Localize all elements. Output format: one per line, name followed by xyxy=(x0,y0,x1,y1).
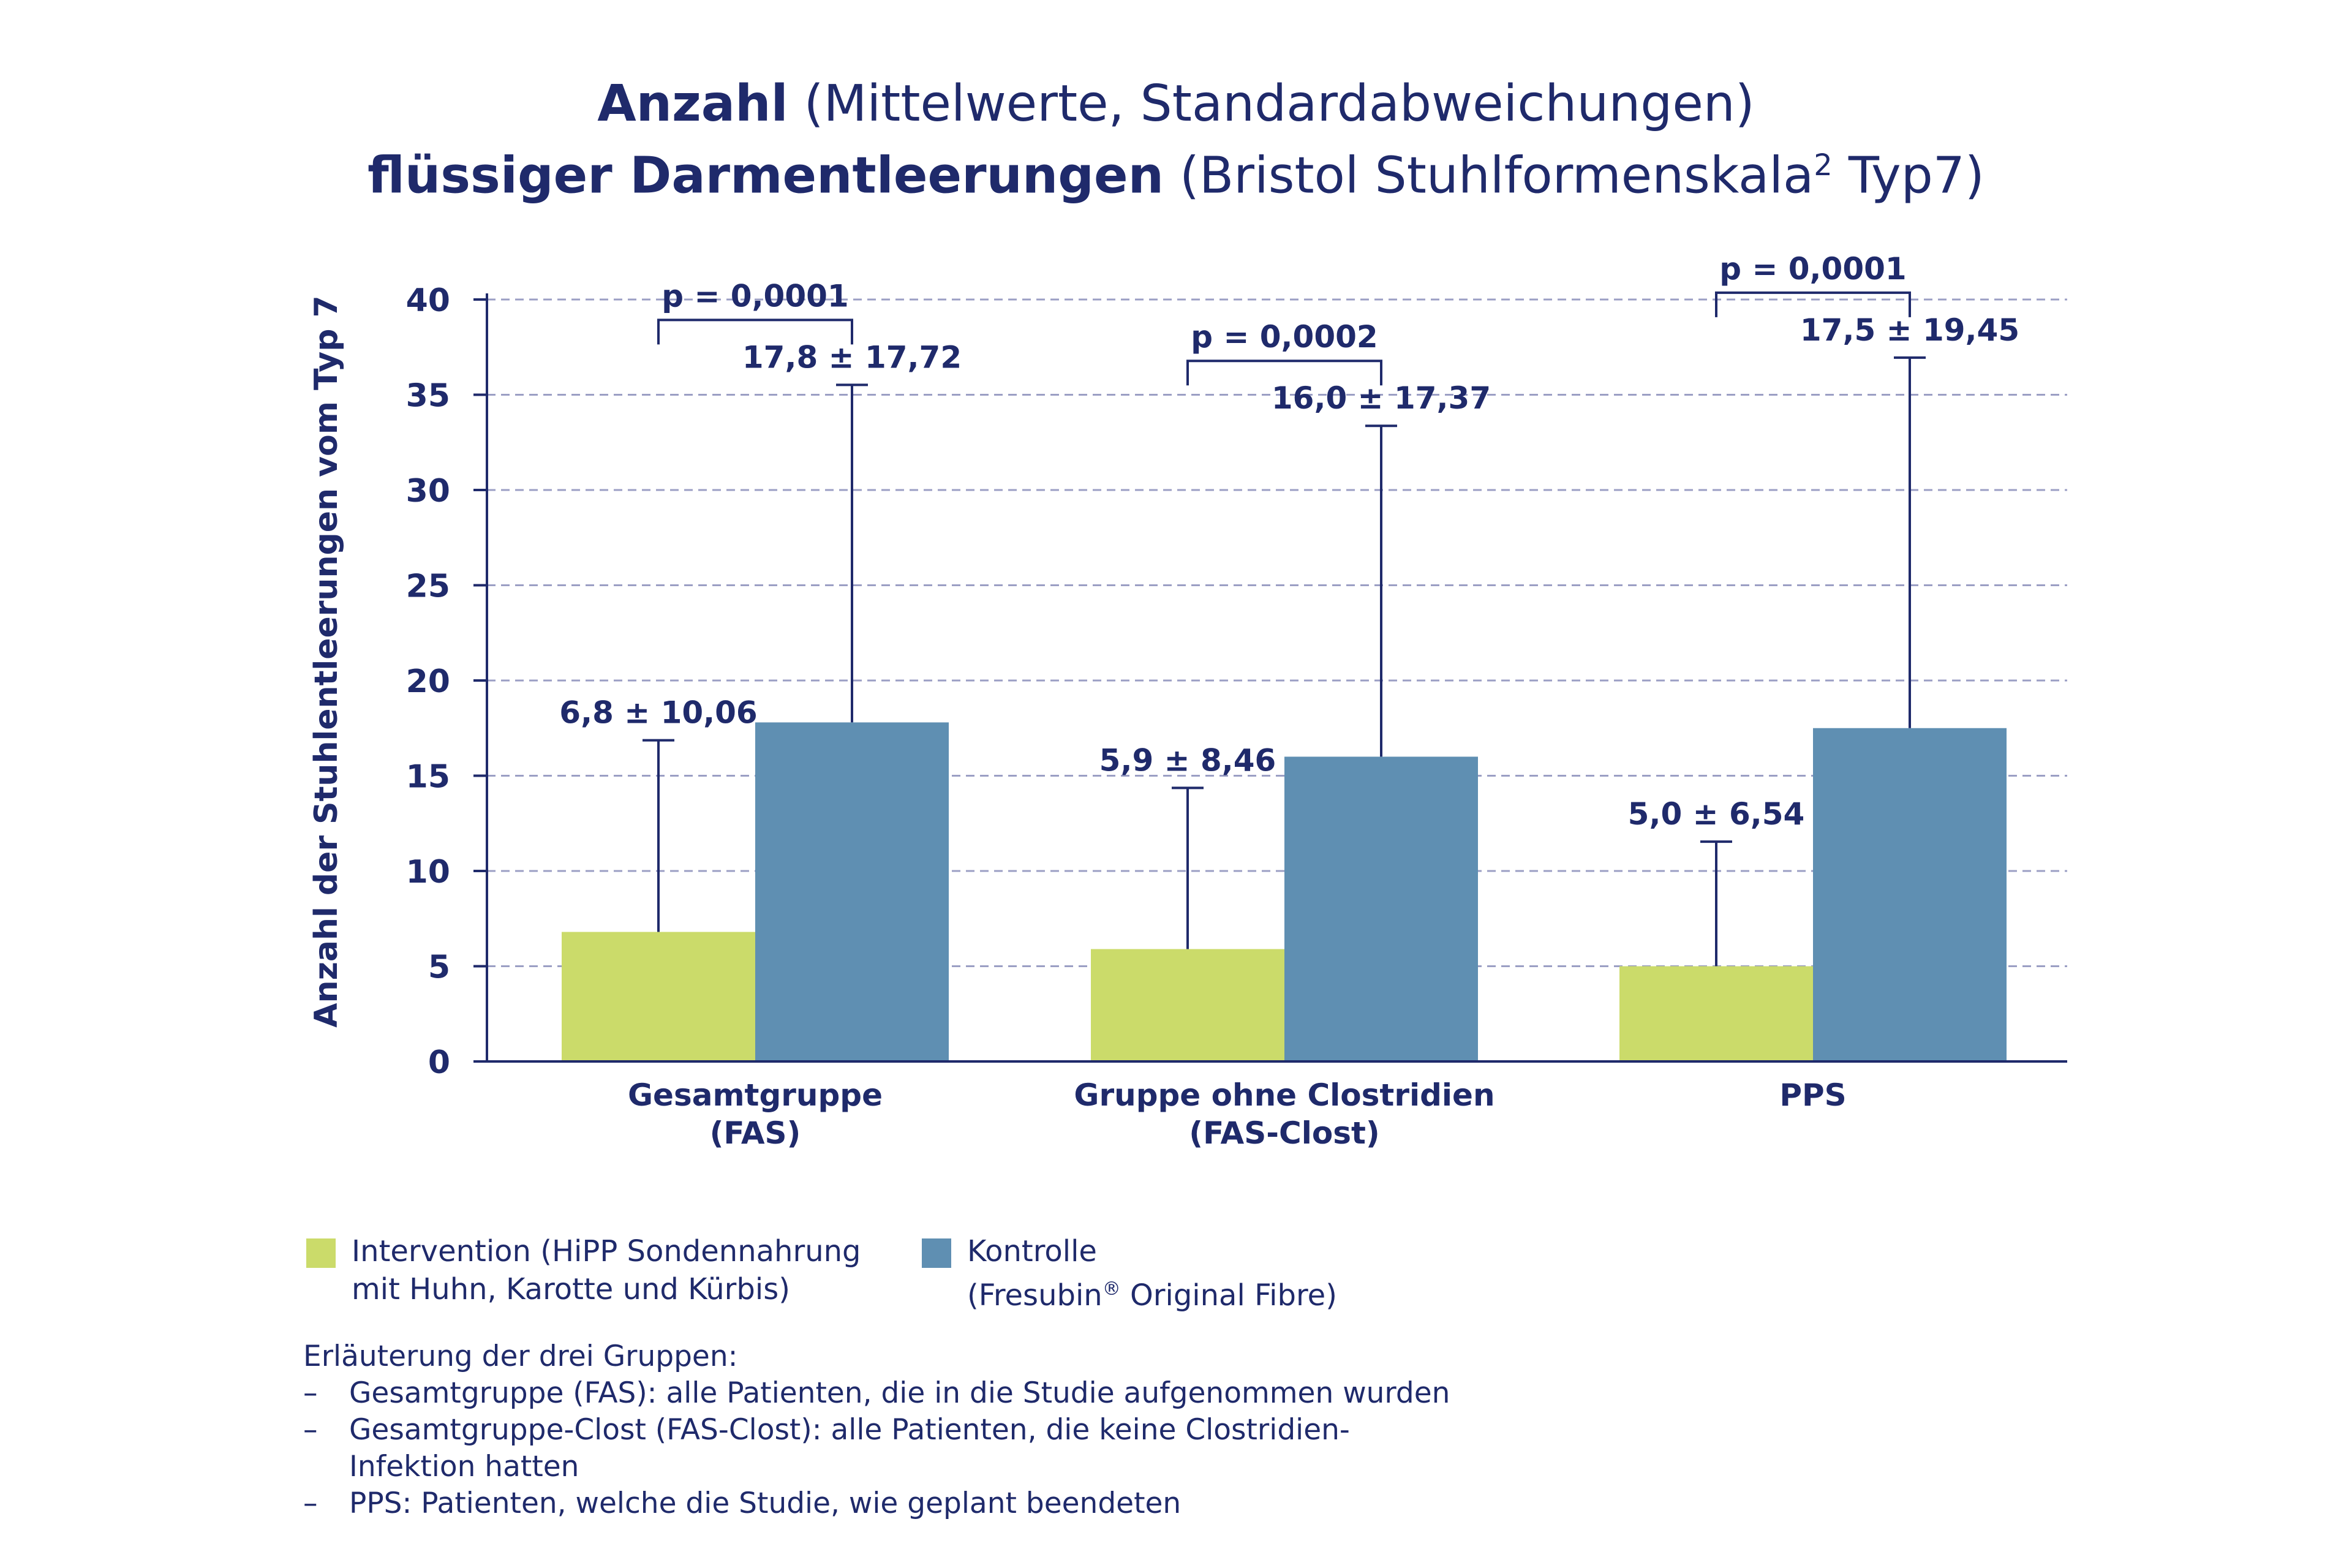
data-label-kontrolle: 16,0 ± 17,37 xyxy=(1272,380,1491,416)
x-category-label: (FAS-Clost) xyxy=(1189,1115,1379,1151)
legend-kontrolle-line2-post: Original Fibre) xyxy=(1120,1278,1337,1313)
title-line-1-bold: Anzahl xyxy=(597,75,788,133)
bars xyxy=(562,722,2007,1061)
error-bars xyxy=(643,356,1926,967)
note-dash: – xyxy=(303,1413,318,1447)
legend-intervention-line1: Intervention (HiPP Sondennahrung xyxy=(352,1234,861,1268)
data-labels: 6,8 ± 10,06 17,8 ± 17,72 5,9 ± 8,46 16,0 ± … xyxy=(559,312,2019,832)
data-label-intervention: 5,9 ± 8,46 xyxy=(1099,742,1276,778)
legend-swatch-kontrolle xyxy=(922,1238,951,1268)
bar-kontrolle xyxy=(755,722,949,1061)
legend-item-kontrolle: Kontrolle (Fresubin® Original Fibre) xyxy=(922,1232,1337,1314)
p-value-bracket xyxy=(657,318,853,345)
p-value-bracket xyxy=(1715,291,1911,317)
bar-kontrolle xyxy=(1284,756,1478,1061)
bar-intervention xyxy=(1091,949,1284,1061)
note-dash: – xyxy=(303,1487,318,1520)
data-label-intervention: 6,8 ± 10,06 xyxy=(559,695,757,731)
y-tick-label: 10 xyxy=(406,854,450,891)
note-item-3: – PPS: Patienten, welche die Studie, wie… xyxy=(303,1485,1450,1522)
p-value-bracket xyxy=(1186,360,1382,386)
legend-intervention-line2: mit Huhn, Karotte und Kürbis) xyxy=(352,1272,790,1306)
y-tick-label: 0 xyxy=(428,1044,450,1081)
y-tick-label: 35 xyxy=(406,378,450,415)
title-line-2: flüssiger Darmentleerungen (Bristol Stuh… xyxy=(0,135,2352,206)
y-tick-label: 15 xyxy=(406,759,450,796)
bar-intervention xyxy=(1619,966,1813,1061)
axes: 0 5 10 15 20 25 30 35 40 Gesamtgruppe(FAS) Gruppe … xyxy=(406,282,2067,1151)
y-axis-label: Anzahl der Stuhlentleerungen vom Typ 7 xyxy=(308,295,345,1027)
bar-intervention xyxy=(562,932,755,1061)
y-tick-label: 40 xyxy=(406,282,450,319)
p-value-brackets: p = 0,0001 p = 0,0002 p = 0,0001 xyxy=(657,251,1911,386)
chart-title: Anzahl (Mittelwerte, Standardabweichunge… xyxy=(0,74,2352,206)
y-tick-label: 5 xyxy=(428,949,450,986)
note-text-3: PPS: Patienten, welche die Studie, wie g… xyxy=(349,1487,1182,1520)
data-label-kontrolle: 17,5 ± 19,45 xyxy=(1800,312,2019,348)
p-value-label: p = 0,0001 xyxy=(662,278,848,314)
legend-kontrolle-line2: (Fresubin® Original Fibre) xyxy=(967,1270,1337,1314)
title-line-1-normal: (Mittelwerte, Standardabweichungen) xyxy=(788,75,1755,133)
x-category-label: (FAS) xyxy=(710,1115,801,1151)
title-line-1: Anzahl (Mittelwerte, Standardabweichunge… xyxy=(0,74,2352,135)
note-item-1: – Gesamtgruppe (FAS): alle Patienten, di… xyxy=(303,1375,1450,1412)
legend-item-intervention: Intervention (HiPP Sondennahrung mit Huh… xyxy=(306,1232,861,1308)
title-line-2-bold: flüssiger Darmentleerungen xyxy=(368,146,1164,205)
title-superscript: 2 xyxy=(1814,148,1833,183)
p-value-label: p = 0,0001 xyxy=(1719,251,1906,287)
bar-chart: 0 5 10 15 20 25 30 35 40 Gesamtgruppe(FAS) Gruppe … xyxy=(308,251,2067,1151)
title-line-2-after: Typ7) xyxy=(1832,146,1985,205)
x-category-label: Gruppe ohne Clostridien xyxy=(1074,1077,1494,1113)
registered-mark: ® xyxy=(1102,1278,1121,1300)
note-dash: – xyxy=(303,1376,318,1410)
legend-swatch-intervention xyxy=(306,1238,336,1268)
y-tick-label: 30 xyxy=(406,473,450,510)
y-tick-label: 20 xyxy=(406,663,450,700)
legend-kontrolle-line1: Kontrolle xyxy=(967,1234,1097,1268)
title-line-2-normal: (Bristol Stuhlformenskala xyxy=(1163,146,1814,205)
data-label-intervention: 5,0 ± 6,54 xyxy=(1628,796,1805,832)
note-text-2-cont: Infektion hatten xyxy=(349,1450,579,1483)
p-value-label: p = 0,0002 xyxy=(1191,319,1378,355)
note-item-2: – Gesamtgruppe-Clost (FAS-Clost): alle P… xyxy=(303,1412,1450,1449)
note-text-1: Gesamtgruppe (FAS): alle Patienten, die … xyxy=(349,1376,1450,1410)
x-category-label: PPS xyxy=(1779,1077,1846,1113)
x-category-label: Gesamtgruppe xyxy=(628,1077,883,1113)
notes-heading: Erläuterung der drei Gruppen: xyxy=(303,1340,738,1373)
group-notes: Erläuterung der drei Gruppen: – Gesamtgr… xyxy=(303,1338,1450,1522)
bar-kontrolle xyxy=(1813,728,2007,1061)
y-tick-label: 25 xyxy=(406,568,450,605)
legend-kontrolle-line2-pre: (Fresubin xyxy=(967,1278,1102,1313)
note-text-2: Gesamtgruppe-Clost (FAS-Clost): alle Pat… xyxy=(349,1413,1350,1447)
data-label-kontrolle: 17,8 ± 17,72 xyxy=(742,339,962,375)
